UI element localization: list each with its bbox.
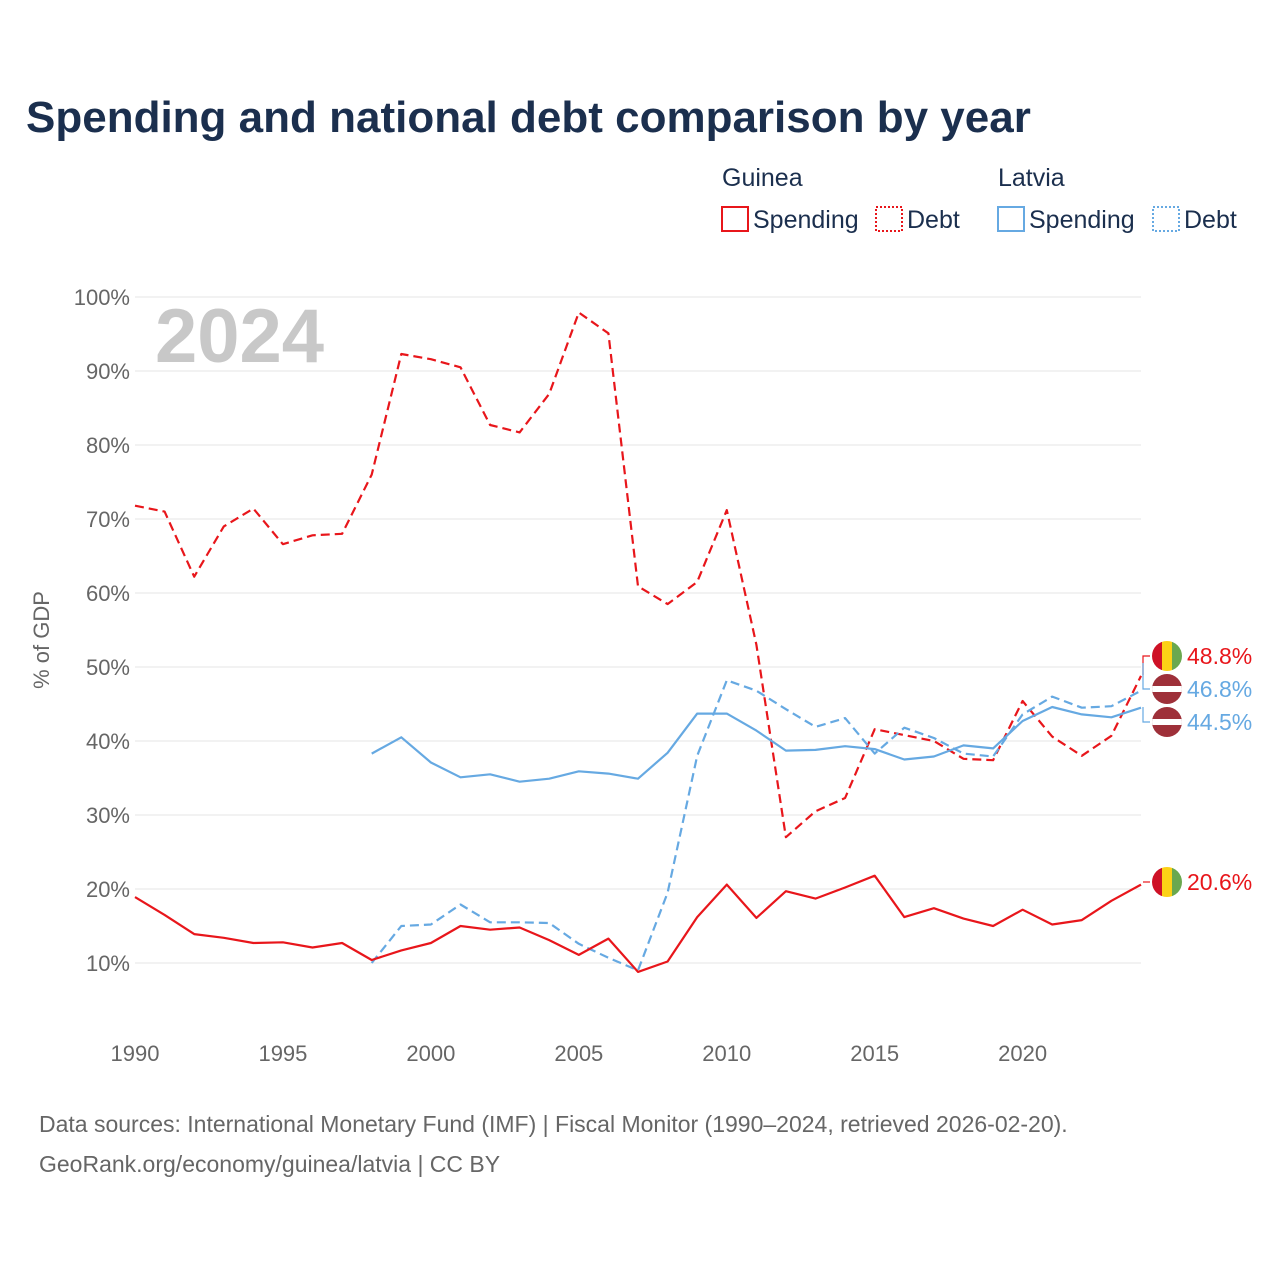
y-tick-label: 20% bbox=[86, 877, 130, 902]
x-tick-label: 2010 bbox=[702, 1041, 751, 1066]
legend-latvia-heading: Latvia bbox=[998, 164, 1065, 192]
end-label-latvia-debt: 46.8% bbox=[1187, 676, 1252, 702]
y-axis-ticks: 10% 20% 30% 40% 50% 60% 70% 80% 90% 100% bbox=[74, 285, 130, 976]
legend-latvia-spending-label[interactable]: Spending bbox=[1029, 206, 1135, 234]
series-line-latvia-spending[interactable] bbox=[371, 705, 1142, 783]
y-tick-label: 60% bbox=[86, 581, 130, 606]
x-tick-label: 2015 bbox=[850, 1041, 899, 1066]
legend-latvia-spending-swatch[interactable] bbox=[997, 206, 1025, 232]
chart-title: Spending and national debt comparison by… bbox=[26, 93, 1031, 142]
source-line-1: Data sources: International Monetary Fun… bbox=[39, 1111, 1068, 1137]
legend-guinea-debt-swatch[interactable] bbox=[875, 206, 903, 232]
y-tick-label: 10% bbox=[86, 951, 130, 976]
y-tick-label: 40% bbox=[86, 729, 130, 754]
legend-guinea-spending-swatch[interactable] bbox=[721, 206, 749, 232]
x-tick-label: 1995 bbox=[258, 1041, 307, 1066]
connector-latvia-debt bbox=[1142, 663, 1150, 690]
end-label-guinea-spending: 20.6% bbox=[1187, 869, 1252, 895]
y-tick-label: 90% bbox=[86, 359, 130, 384]
latvia-flag-icon bbox=[1152, 674, 1182, 704]
guinea-flag-icon bbox=[1152, 867, 1182, 897]
legend-latvia-debt-label[interactable]: Debt bbox=[1184, 206, 1237, 234]
series-line-guinea-debt[interactable] bbox=[134, 311, 1142, 839]
series-line-guinea-spending[interactable] bbox=[134, 874, 1142, 974]
end-label-latvia-spending: 44.5% bbox=[1187, 709, 1252, 735]
y-axis-label: % of GDP bbox=[29, 591, 54, 689]
legend-guinea-spending-label[interactable]: Spending bbox=[753, 206, 859, 234]
end-label-guinea-debt: 48.8% bbox=[1187, 643, 1252, 669]
end-markers: 48.8% 46.8% 44.5% 20.6% bbox=[1142, 641, 1252, 897]
series-lines bbox=[134, 311, 1142, 974]
y-tick-label: 30% bbox=[86, 803, 130, 828]
connector-latvia-spending bbox=[1142, 707, 1150, 723]
x-tick-label: 1990 bbox=[111, 1041, 160, 1066]
y-tick-label: 80% bbox=[86, 433, 130, 458]
connector-guinea-debt bbox=[1142, 655, 1150, 675]
legend-guinea-heading: Guinea bbox=[722, 164, 803, 192]
x-axis-ticks: 1990 1995 2000 2005 2010 2015 2020 bbox=[111, 1041, 1048, 1066]
year-watermark: 2024 bbox=[155, 294, 324, 379]
legend-latvia-debt-swatch[interactable] bbox=[1152, 206, 1180, 232]
y-tick-label: 100% bbox=[74, 285, 130, 310]
legend-guinea-debt-label[interactable]: Debt bbox=[907, 206, 960, 234]
x-tick-label: 2005 bbox=[554, 1041, 603, 1066]
y-tick-label: 50% bbox=[86, 655, 130, 680]
x-tick-label: 2020 bbox=[998, 1041, 1047, 1066]
gridlines bbox=[135, 296, 1141, 964]
legend: Guinea Spending Debt Latvia Spending Deb… bbox=[721, 164, 1237, 234]
x-tick-label: 2000 bbox=[406, 1041, 455, 1066]
latvia-flag-icon bbox=[1152, 707, 1182, 737]
series-line-latvia-debt[interactable] bbox=[370, 679, 1142, 972]
guinea-flag-icon bbox=[1152, 641, 1182, 671]
y-tick-label: 70% bbox=[86, 507, 130, 532]
source-line-2[interactable]: GeoRank.org/economy/guinea/latvia | CC B… bbox=[39, 1151, 500, 1177]
